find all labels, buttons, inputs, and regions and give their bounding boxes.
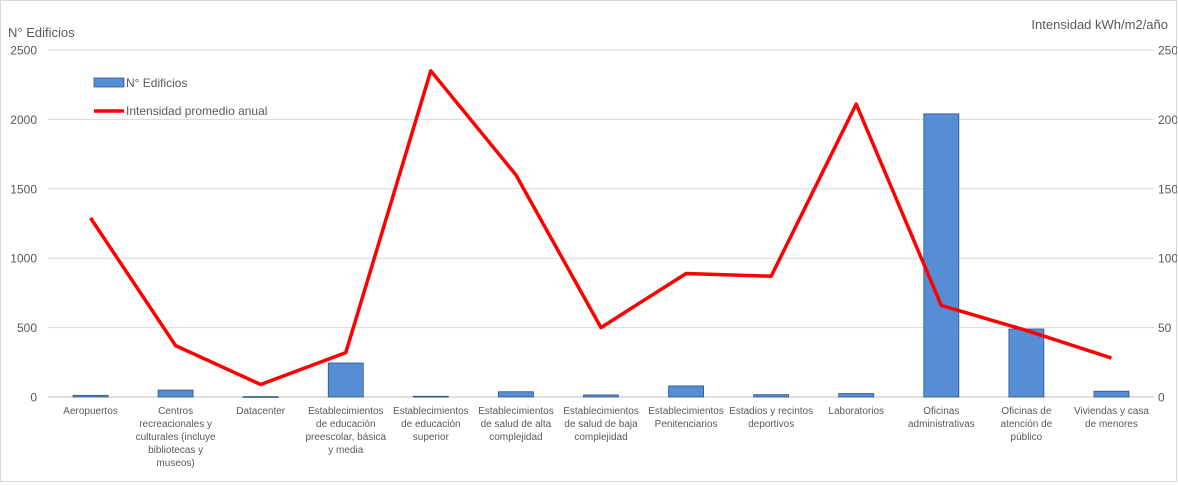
legend-label-buildings: N° Edificios (126, 76, 187, 90)
bar (412, 395, 449, 398)
bar (327, 362, 364, 398)
category-label: Establecimientos de salud de alta compleji… (478, 406, 554, 443)
left-axis-ticks: 0 500 1000 1500 2000 2500 (10, 44, 37, 405)
left-tick-label: 0 (30, 391, 37, 405)
right-tick-label: 150 (1158, 182, 1177, 196)
left-axis-title: N° Edificios (8, 25, 75, 40)
left-tick-label: 2000 (10, 113, 37, 127)
bar (838, 393, 875, 398)
bar (157, 389, 194, 398)
category-label: Centros recreacionales y culturales (inclu… (136, 406, 216, 469)
bar (668, 385, 704, 398)
category-label: Datacenter (236, 406, 286, 417)
right-tick-label: 200 (1158, 113, 1177, 127)
bar (1008, 328, 1045, 398)
bar (72, 394, 109, 398)
right-tick-label: 250 (1158, 44, 1177, 58)
category-label: Establecimientos Penitenciarios (648, 406, 724, 430)
left-tick-label: 1000 (10, 252, 37, 266)
bar (242, 396, 279, 398)
gridlines (48, 49, 1154, 398)
bar-series (72, 113, 1130, 398)
left-tick-label: 1500 (10, 182, 37, 196)
legend-label-intensity: Intensidad promedio anual (126, 104, 267, 118)
left-tick-label: 2500 (10, 44, 37, 58)
bar (923, 113, 960, 398)
category-label: Laboratorios (828, 406, 884, 417)
bar (498, 391, 534, 398)
right-axis-title: Intensidad kWh/m2/año (1031, 17, 1168, 32)
category-label: Viviendas y casa de menores (1074, 406, 1149, 430)
right-tick-label: 50 (1158, 321, 1172, 335)
right-tick-label: 100 (1158, 252, 1177, 266)
legend: N° Edificios Intensidad promedio anual (93, 76, 267, 118)
legend-swatch-buildings (93, 77, 125, 88)
category-label: Estadios y recintos deportivos (729, 406, 813, 430)
category-labels: Aeropuertos Centros recreacionales y cultur… (63, 406, 1149, 469)
intensity-line (89, 69, 1113, 387)
category-label: Oficinas de atención de público (1001, 406, 1053, 443)
category-label: Oficinas administrativas (908, 406, 975, 430)
category-label: Establecimientos de educación preescolar, … (305, 406, 386, 456)
category-label: Aeropuertos (63, 406, 117, 417)
bar (583, 394, 619, 398)
bar (753, 394, 790, 398)
left-tick-label: 500 (17, 321, 37, 335)
bar (1093, 390, 1130, 398)
line-series (89, 69, 1113, 387)
right-axis-ticks: 0 50 100 150 200 250 (1158, 44, 1178, 405)
right-tick-label: 0 (1158, 391, 1165, 405)
category-label: Establecimientos de salud de baja compleji… (563, 406, 639, 443)
category-label: Establecimientos de educación superior (393, 406, 469, 443)
